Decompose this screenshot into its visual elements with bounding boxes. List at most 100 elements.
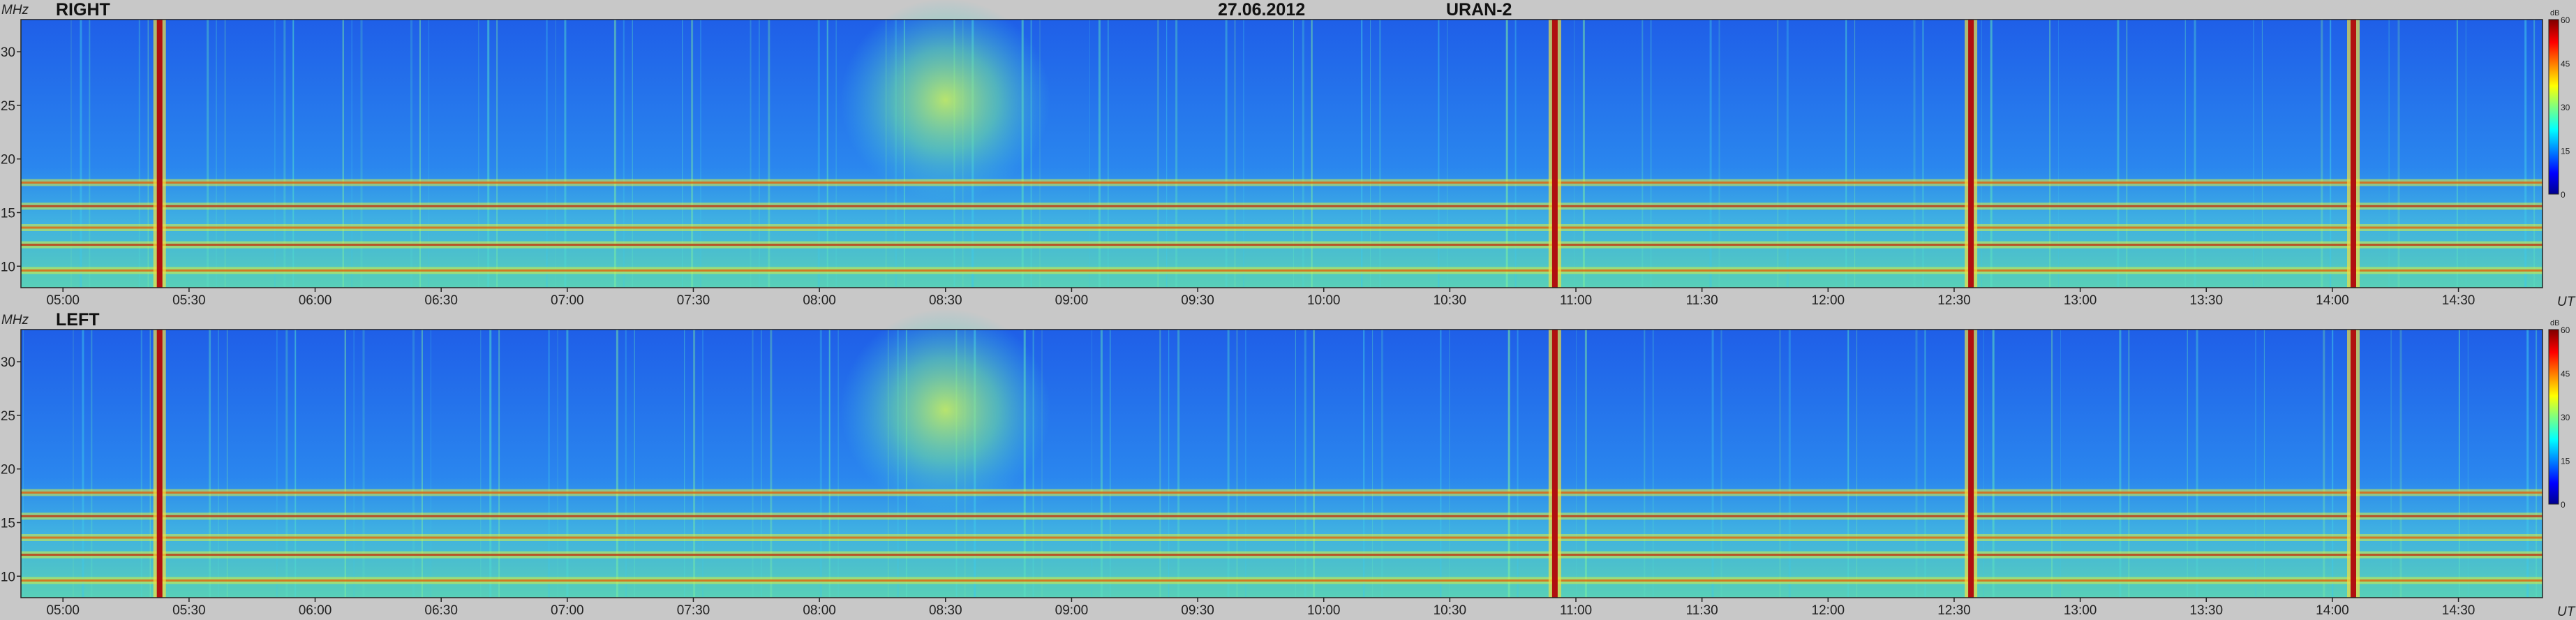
colorbar-tick-label: 0 [2561,500,2566,510]
interference-streak [274,20,276,288]
interference-streak [1175,20,1178,288]
colorbar-tick-label: 30 [2561,413,2570,422]
x-tick-label: 08:30 [929,293,962,307]
interference-streak [623,20,625,288]
interference-streak [548,330,550,598]
interference-streak [1098,20,1101,288]
interference-streak [1361,20,1363,288]
x-tick-label: 13:30 [2189,293,2223,307]
strong-burst [1968,20,1974,288]
interference-streak [1107,20,1109,288]
x-tick-label: 14:30 [2442,293,2476,307]
interference-streak [489,330,492,598]
x-tick-label: 11:30 [1686,603,1718,617]
interference-streak [2128,330,2130,598]
y-axis-label: MHz [1,3,29,17]
x-tick-label: 05:30 [172,293,206,307]
interference-streak [1168,330,1170,598]
interference-streak [362,330,365,598]
interference-streak [1372,330,1373,598]
x-tick-label: 14:30 [2442,603,2476,617]
interference-streak [684,330,685,598]
interference-streak [1992,330,1995,598]
colorbar-unit: dB [2550,9,2559,17]
interference-streak [546,20,548,288]
interference-streak [91,330,93,598]
interference-streak [2458,330,2460,598]
interference-streak [1711,330,1714,598]
interference-streak [292,20,295,288]
interference-streak [826,20,828,288]
x-tick-label: 12:30 [1937,603,1971,617]
interference-streak [410,20,412,288]
interference-streak [2388,20,2390,288]
colorbar-tick-label: 45 [2561,59,2570,69]
interference-streak [218,330,219,598]
interference-streak [1438,20,1440,288]
colorbar-tick-label: 0 [2561,190,2566,200]
interference-streak [2060,330,2061,598]
interference-streak [2524,20,2527,288]
interference-streak [1041,330,1043,598]
interference-streak [835,20,837,288]
interference-streak [73,330,74,598]
x-axis-label: UT [2557,605,2576,617]
interference-streak [1922,20,1924,288]
interference-streak [2390,330,2392,598]
interference-streak [207,20,209,288]
interference-streak [768,20,770,288]
interference-streak [1293,20,1294,288]
interference-streak [1304,330,1306,598]
interference-streak [1507,330,1510,598]
spectrogram-svg: MHz 10 15 20 25 30 05:00 05:30 06:00 06:30 07:00 07… [1,0,2576,307]
spectrogram-left-panel: MHz 10 15 20 25 30 05:00 05:30 06:00 06:30 07:00 07… [0,310,2576,617]
interference-streak [496,20,498,288]
interference-streak [216,20,217,288]
interference-streak [2533,20,2536,288]
x-tick-label: 05:00 [46,603,80,617]
x-tick-label: 11:30 [1686,293,1718,307]
interference-streak [1089,20,1090,288]
strong-burst [1551,330,1558,598]
interference-streak [819,330,822,598]
x-tick-label: 11:00 [1560,293,1592,307]
interference-streak [2330,20,2332,288]
x-tick-label: 10:00 [1307,603,1341,617]
interference-streak [353,330,355,598]
x-tick-label: 08:00 [803,293,836,307]
interference-streak [2196,330,2198,598]
interference-streak [2261,20,2263,288]
interference-streak [480,330,482,598]
y-tick-label: 15 [1,516,15,531]
interference-streak [285,330,288,598]
interference-streak [2263,330,2265,598]
interference-streak [2536,330,2538,598]
x-tick-label: 08:00 [803,603,836,617]
x-tick-label: 10:00 [1307,293,1341,307]
interference-streak [566,330,569,598]
interference-streak [1514,20,1517,288]
y-tick-label: 25 [1,409,15,424]
interference-streak [2323,330,2325,598]
interference-streak [2126,20,2128,288]
colorbar-tick-label: 15 [2561,147,2570,156]
plot-frame [20,329,2543,598]
interference-streak [1311,20,1313,288]
y-tick-label: 15 [1,206,15,221]
interference-streak [2397,20,2400,288]
x-tick-label: 10:30 [1434,293,1467,307]
x-tick-label: 12:30 [1937,293,1971,307]
interference-streak [1295,330,1296,598]
interference-streak [1981,20,1982,288]
interference-streak [2184,20,2186,288]
date-label: 27.06.2012 [1218,0,1306,20]
interference-streak [412,330,415,598]
interference-streak [1584,330,1587,598]
colorbar-tick-label: 60 [2561,15,2570,25]
x-tick-label: 13:00 [2064,603,2097,617]
interference-streak [1517,330,1519,598]
strong-burst [2351,330,2356,598]
interference-streak [1983,330,1984,598]
interference-streak [2526,330,2529,598]
x-tick-label: 10:30 [1434,603,1467,617]
